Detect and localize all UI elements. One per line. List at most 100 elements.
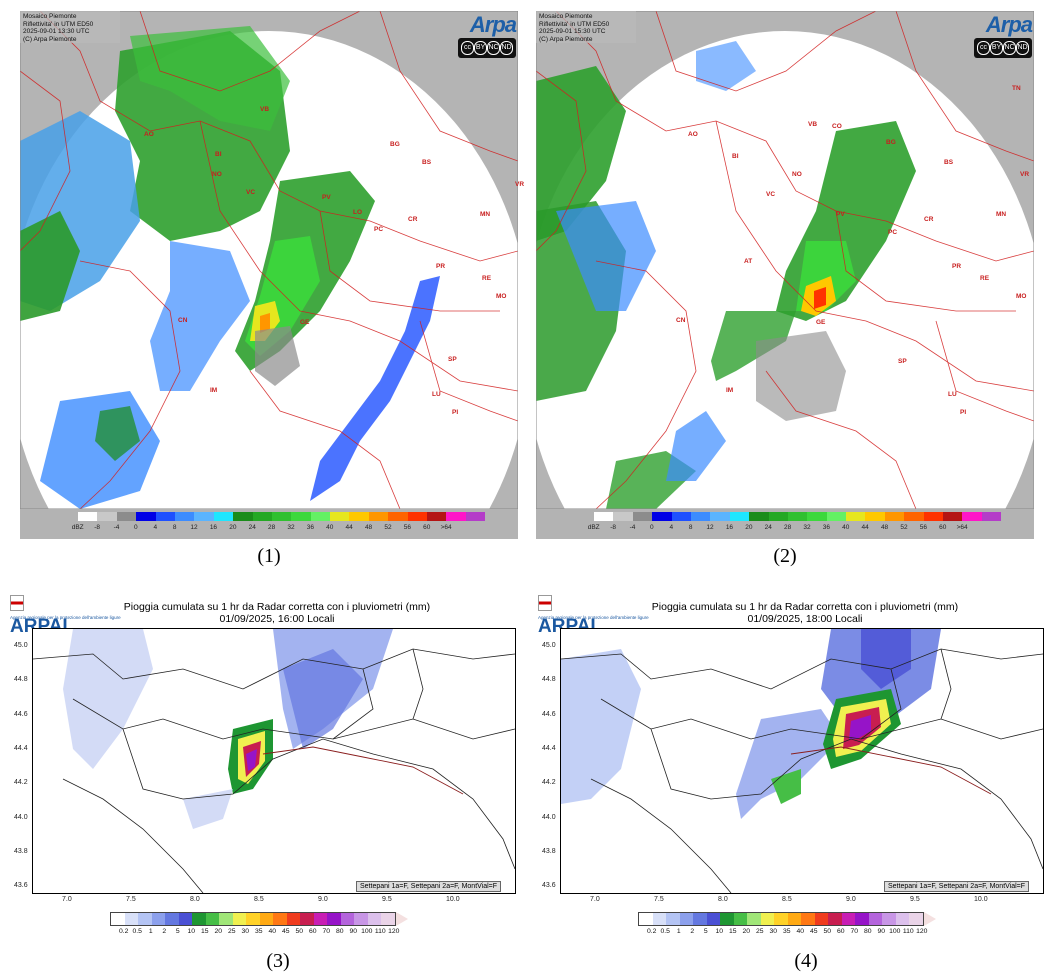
colorbar-label: 30 [241,928,250,935]
lat-tick: 45.0 [542,642,556,649]
legend-label: 48 [364,524,373,531]
colorbar-label: 40 [268,928,277,935]
legend-label: 28 [267,524,276,531]
legend-label: -4 [629,524,636,531]
place-label: BI [732,153,739,160]
colorbar-label: 110 [902,928,914,935]
colorbar-swatch [733,913,747,925]
legend-swatch [252,512,272,521]
colorbar-swatch [679,913,693,925]
colorbar-swatch [787,913,801,925]
colorbar-label: 50 [295,928,304,935]
colorbar-label: 100 [361,928,373,935]
radar-map-2 [536,11,1034,509]
lat-tick: 43.6 [14,882,28,890]
dbz-legend-labels: dBZ -8 -4 0 4 8 12 16 20 24 28 32 36 40 44 48 52 56 60 >64 [68,524,456,531]
colorbar-label: 1 [676,928,681,935]
colorbar-swatch [246,913,260,925]
colorbar-swatch [801,913,815,925]
legend-label: 20 [229,524,237,531]
legend-swatch [446,512,466,521]
place-label: AO [688,131,698,138]
legend-label: 36 [822,524,830,531]
colorbar-swatch [882,913,896,925]
legend-swatch [136,512,156,521]
legend-label: 24 [248,524,256,531]
legend-swatch [368,512,389,521]
legend-unit: dBZ [587,524,600,531]
colorbar-arrow [395,912,408,926]
legend-label: 56 [919,524,927,531]
legend-label: -4 [113,524,120,531]
lon-tick: 8.5 [254,896,264,903]
lat-tick: 43.8 [542,847,556,855]
colorbar-swatch [300,913,314,925]
colorbar-swatch [340,913,354,925]
colorbar-swatch [259,913,273,925]
colorbar-swatch [313,913,327,925]
legend-swatch [388,512,408,521]
place-label: PV [322,194,331,201]
colorbar-swatch [205,913,219,925]
rain-map-3 [33,629,515,893]
place-label: PV [836,211,845,218]
header-line: 2025-09-01 13:30 UTC [23,28,90,36]
colorbar-swatch [639,913,653,925]
colorbar-swatch [774,913,788,925]
colorbar-label: 0.5 [660,928,670,935]
legend-swatch [349,512,369,521]
colorbar-label: 0.2 [119,928,129,935]
lon-tick: 9.5 [382,896,392,903]
place-label: PR [952,263,962,270]
place-label: CR [408,216,418,223]
legend-swatch [407,512,428,521]
colorbar-label: 70 [322,928,331,935]
legend-label: 0 [650,524,654,531]
cc-license-badge: cc BY NC ND [974,38,1032,58]
colorbar-swatch [652,913,666,925]
radar-panel-2: Mosaico Piemonte Riflettivita' in UTM ED… [536,11,1034,539]
dbz-legend-2: dBZ -8 -4 0 4 8 12 16 20 24 28 32 36 40 44 48 52 56 60 >64 [536,509,1034,539]
radar-panel-1: Mosaico Piemonte Riflettivita' in UTM ED… [20,11,524,539]
legend-swatch [632,512,653,521]
settings-box: Settepani 1a=F, Settepani 2a=F, MontVial… [884,881,1030,892]
place-label: IM [726,387,734,394]
colorbar-swatch [855,913,869,925]
legend-swatch [233,512,253,521]
rain-title: Pioggia cumulata su 1 hr da Radar corret… [630,601,980,625]
place-label: VR [515,181,525,188]
place-label: NO [792,171,802,178]
colorbar-label: 25 [227,928,236,935]
colorbar-label: 5 [175,928,180,935]
rain-map-4 [561,629,1043,893]
colorbar-swatch [706,913,720,925]
place-label: CR [924,216,934,223]
legend-swatch [652,512,672,521]
legend-label: 24 [764,524,772,531]
rain-title-line: Pioggia cumulata su 1 hr da Radar corret… [651,601,959,613]
legend-swatch [271,512,292,521]
legend-swatch [310,512,331,521]
legend-label: 16 [209,524,218,531]
legend-label: 8 [688,524,693,531]
colorbar-label: 1 [148,928,153,935]
colorbar-swatch [841,913,855,925]
place-label: GE [816,319,826,326]
legend-swatch [962,512,982,521]
colorbar-swatch [354,913,368,925]
colorbar-label: 110 [374,928,386,935]
lon-tick: 9.5 [910,896,920,903]
settings-box: Settepani 1a=F, Settepani 2a=F, MontVial… [356,881,502,892]
place-label: BS [422,159,432,166]
rain-colorbar [110,912,396,926]
lat-tick: 44.0 [542,813,556,821]
legend-swatch [884,512,905,521]
colorbar-label: 120 [388,928,400,935]
colorbar-swatch [192,913,206,925]
place-label: PR [436,263,446,270]
colorbar-label: 40 [796,928,805,935]
lat-tick: 45.0 [14,642,28,649]
place-label: BG [390,141,400,148]
colorbar-label: 25 [755,928,764,935]
colorbar-label: 45 [281,928,290,935]
